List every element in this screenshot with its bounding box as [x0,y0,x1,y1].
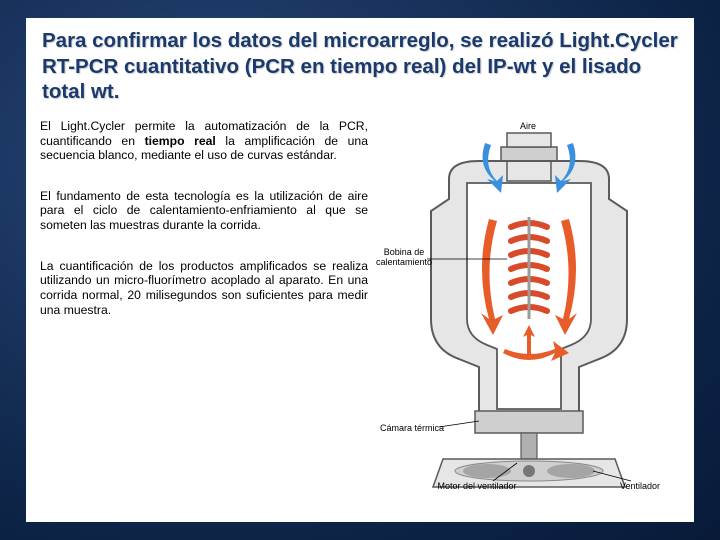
paragraph-1: El Light.Cycler permite la automatizació… [40,119,368,163]
body-row: El Light.Cycler permite la automatizació… [40,119,680,499]
figure-column: Aire Bobina de calentamiento Cámara térm… [378,119,680,499]
label-motor: Motor del ventilador [422,481,532,491]
paragraph-2: El fundamento de esta tecnología es la u… [40,189,368,233]
label-ventilador: Ventilador [610,481,670,491]
label-camara: Cámara térmica [372,423,452,433]
lightcycler-diagram: Aire Bobina de calentamiento Cámara térm… [378,119,680,499]
label-aire: Aire [502,121,554,131]
label-bobina: Bobina de calentamiento [370,247,438,267]
paragraph-3: La cuantificación de los productos ampli… [40,259,368,318]
slide-panel: Para confirmar los datos del microarregl… [26,18,694,522]
diagram-svg [378,119,680,499]
text-column: El Light.Cycler permite la automatizació… [40,119,368,499]
p1-bold: tiempo real [145,134,216,148]
slide-title: Para confirmar los datos del microarregl… [40,28,680,105]
